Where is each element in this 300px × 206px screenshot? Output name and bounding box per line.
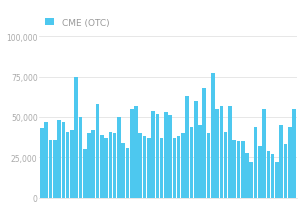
Bar: [211, 74, 215, 198]
Bar: [40, 129, 44, 198]
Bar: [130, 109, 134, 198]
Bar: [190, 127, 193, 198]
Bar: [143, 137, 146, 198]
Bar: [168, 116, 172, 198]
Legend: CME (OTC): CME (OTC): [44, 17, 111, 29]
Bar: [177, 137, 181, 198]
Bar: [96, 105, 99, 198]
Bar: [185, 97, 189, 198]
Bar: [207, 133, 210, 198]
Bar: [61, 122, 65, 198]
Bar: [113, 133, 116, 198]
Bar: [198, 125, 202, 198]
Bar: [215, 109, 219, 198]
Bar: [292, 109, 296, 198]
Bar: [74, 77, 78, 198]
Bar: [44, 122, 48, 198]
Bar: [57, 121, 61, 198]
Bar: [220, 106, 223, 198]
Bar: [267, 151, 270, 198]
Bar: [66, 132, 69, 198]
Bar: [194, 101, 198, 198]
Bar: [258, 146, 262, 198]
Bar: [279, 125, 283, 198]
Bar: [254, 127, 257, 198]
Bar: [164, 113, 168, 198]
Bar: [160, 138, 164, 198]
Bar: [275, 162, 279, 198]
Bar: [138, 133, 142, 198]
Bar: [245, 153, 249, 198]
Bar: [288, 127, 292, 198]
Bar: [250, 162, 253, 198]
Bar: [117, 117, 121, 198]
Bar: [87, 133, 91, 198]
Bar: [172, 138, 176, 198]
Bar: [109, 132, 112, 198]
Bar: [237, 142, 240, 198]
Bar: [79, 117, 82, 198]
Bar: [147, 138, 151, 198]
Bar: [262, 109, 266, 198]
Bar: [202, 89, 206, 198]
Bar: [224, 132, 227, 198]
Bar: [155, 114, 159, 198]
Bar: [181, 133, 185, 198]
Bar: [100, 135, 103, 198]
Bar: [284, 145, 287, 198]
Bar: [134, 106, 138, 198]
Bar: [271, 154, 275, 198]
Bar: [83, 150, 86, 198]
Bar: [70, 130, 74, 198]
Bar: [92, 130, 95, 198]
Bar: [232, 140, 236, 198]
Bar: [228, 106, 232, 198]
Bar: [241, 142, 244, 198]
Bar: [49, 140, 52, 198]
Bar: [104, 138, 108, 198]
Bar: [121, 143, 125, 198]
Bar: [126, 148, 129, 198]
Bar: [53, 140, 57, 198]
Bar: [151, 111, 155, 198]
